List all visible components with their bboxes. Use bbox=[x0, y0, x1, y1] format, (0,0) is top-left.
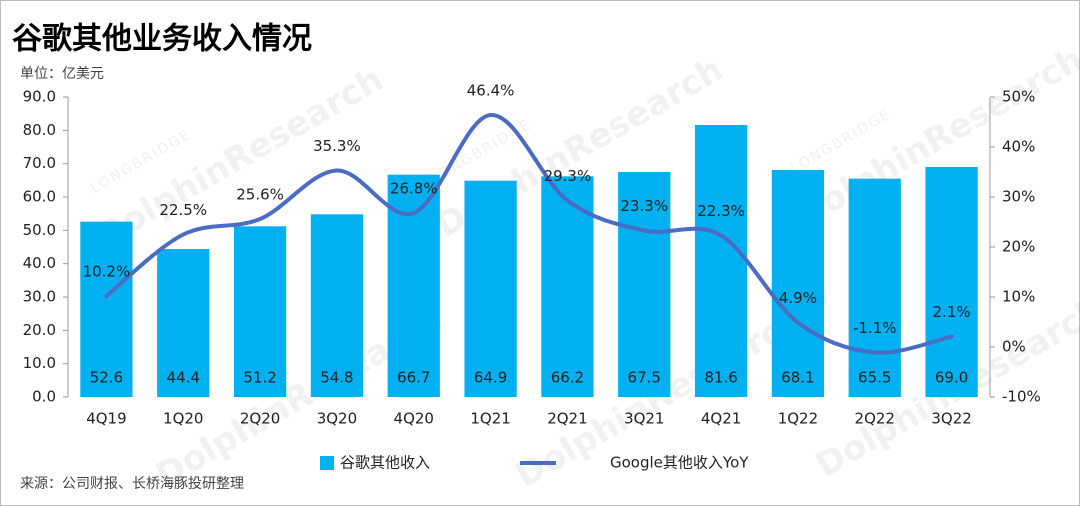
y2-tick-label: 30% bbox=[1002, 188, 1035, 206]
line-value-label: 10.2% bbox=[83, 263, 131, 281]
x-tick-label: 1Q20 bbox=[163, 410, 203, 428]
y-tick-label: 50.0 bbox=[23, 221, 56, 239]
y-tick-label: 80.0 bbox=[23, 121, 56, 139]
bar bbox=[618, 172, 671, 397]
bar-value-label: 54.8 bbox=[320, 369, 353, 387]
line-value-label: 22.3% bbox=[697, 202, 745, 220]
line-value-label: 26.8% bbox=[390, 180, 438, 198]
y-tick-label: 40.0 bbox=[23, 254, 56, 272]
x-tick-label: 4Q20 bbox=[394, 410, 434, 428]
y-tick-label: 10.0 bbox=[23, 354, 56, 372]
y2-tick-label: -10% bbox=[1002, 388, 1041, 406]
x-tick-label: 2Q20 bbox=[240, 410, 280, 428]
x-tick-label: 1Q21 bbox=[470, 410, 510, 428]
bar-value-label: 81.6 bbox=[704, 369, 737, 387]
bar bbox=[541, 176, 594, 397]
y2-tick-label: 40% bbox=[1002, 138, 1035, 156]
bar-value-label: 65.5 bbox=[858, 369, 891, 387]
bar bbox=[694, 125, 748, 397]
x-tick-label: 4Q19 bbox=[86, 410, 126, 428]
line-value-label: 29.3% bbox=[544, 167, 592, 185]
bar bbox=[80, 221, 133, 397]
line-value-label: 2.1% bbox=[933, 303, 971, 321]
bar bbox=[387, 174, 440, 397]
unit-label: 单位：亿美元 bbox=[20, 66, 104, 82]
y2-tick-label: 10% bbox=[1002, 288, 1035, 306]
y-tick-label: 60.0 bbox=[23, 188, 56, 206]
line-value-label: 22.5% bbox=[159, 201, 207, 219]
x-tick-label: 1Q22 bbox=[778, 410, 818, 428]
source: 来源：公司财报、长桥海豚投研整理 bbox=[20, 476, 244, 492]
bar-value-label: 51.2 bbox=[243, 369, 276, 387]
bar bbox=[848, 178, 901, 397]
line-value-label: 25.6% bbox=[236, 186, 284, 204]
bar-value-label: 69.0 bbox=[935, 369, 968, 387]
x-tick-label: 2Q22 bbox=[855, 410, 895, 428]
line-value-label: 4.9% bbox=[779, 289, 817, 307]
y-tick-label: 20.0 bbox=[23, 321, 56, 339]
bar bbox=[925, 167, 978, 397]
bar bbox=[310, 214, 364, 397]
x-tick-label: 3Q22 bbox=[931, 410, 971, 428]
y-tick-label: 90.0 bbox=[23, 88, 56, 106]
bar-value-label: 66.7 bbox=[397, 369, 430, 387]
bar-value-label: 68.1 bbox=[781, 369, 814, 387]
bar-value-label: 52.6 bbox=[90, 369, 123, 387]
x-tick-label: 2Q21 bbox=[547, 410, 587, 428]
y-tick-label: 70.0 bbox=[23, 154, 56, 172]
legend-label: Google其他收入YoY bbox=[610, 454, 749, 472]
x-tick-label: 3Q20 bbox=[317, 410, 357, 428]
chart-title: 谷歌其他业务收入情况 bbox=[12, 22, 312, 57]
line-value-label: 46.4% bbox=[467, 82, 515, 100]
x-tick-label: 3Q21 bbox=[624, 410, 664, 428]
y2-tick-label: 20% bbox=[1002, 238, 1035, 256]
bar-value-label: 64.9 bbox=[474, 369, 507, 387]
legend-swatch bbox=[320, 456, 334, 470]
bar bbox=[233, 226, 287, 397]
line-value-label: 23.3% bbox=[620, 197, 668, 215]
y-tick-label: 0.0 bbox=[32, 388, 56, 406]
bar bbox=[157, 249, 210, 397]
line-value-label: 35.3% bbox=[313, 137, 361, 155]
y2-tick-label: 50% bbox=[1002, 88, 1035, 106]
y2-tick-label: 0% bbox=[1002, 338, 1026, 356]
x-tick-label: 4Q21 bbox=[701, 410, 741, 428]
bar-value-label: 67.5 bbox=[628, 369, 661, 387]
line-value-label: -1.1% bbox=[853, 319, 897, 337]
bar bbox=[464, 180, 517, 397]
legend-label: 谷歌其他收入 bbox=[340, 454, 430, 472]
bar bbox=[771, 170, 825, 397]
y-tick-label: 30.0 bbox=[23, 288, 56, 306]
bar-value-label: 66.2 bbox=[551, 369, 584, 387]
line bbox=[104, 113, 954, 355]
bar-value-label: 44.4 bbox=[167, 369, 200, 387]
